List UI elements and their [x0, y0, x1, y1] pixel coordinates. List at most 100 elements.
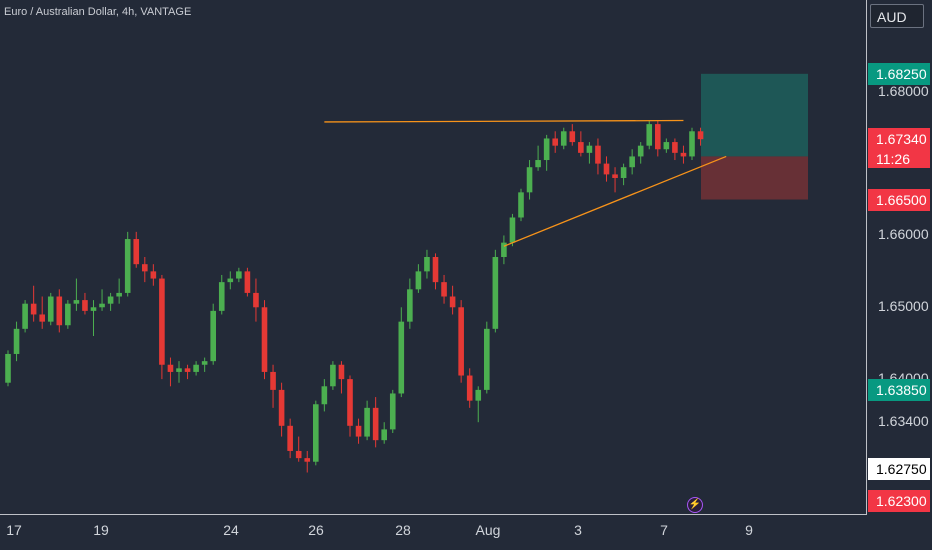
candle-body — [381, 429, 387, 441]
candle-body — [560, 131, 567, 146]
candle — [218, 274, 225, 315]
price-tag-label: 1.62750 — [876, 460, 927, 477]
candle — [535, 145, 541, 171]
candle — [560, 127, 567, 150]
candle — [364, 400, 370, 441]
candle — [543, 134, 550, 171]
candle — [526, 160, 533, 200]
candle-body — [424, 257, 430, 272]
candle-body — [586, 145, 593, 153]
candle — [663, 138, 670, 153]
candle-body — [39, 314, 45, 322]
candle — [321, 379, 328, 412]
candle-body — [680, 152, 687, 157]
candle-body — [278, 389, 285, 426]
candle — [116, 278, 122, 304]
risk-reward-tool[interactable] — [701, 73, 808, 200]
candle-body — [518, 192, 524, 218]
price-tag-label: 1.66500 — [876, 191, 927, 208]
candle-body — [637, 145, 644, 157]
candle-body — [321, 386, 328, 405]
candle-body — [99, 303, 105, 308]
candle — [680, 145, 687, 164]
candle-body — [184, 368, 191, 372]
candle-body — [432, 257, 439, 283]
price-tag-label: 1.67340 — [876, 131, 927, 148]
candle — [646, 120, 653, 150]
candle-body — [313, 404, 319, 462]
candle — [552, 131, 558, 153]
candle — [492, 249, 499, 333]
candle — [82, 292, 88, 315]
price-chart[interactable] — [0, 0, 866, 514]
candle — [569, 124, 576, 146]
time-tick: 17 — [6, 522, 22, 538]
candle-body — [338, 364, 345, 380]
currency-selector[interactable]: AUD — [870, 4, 924, 28]
candle-body — [330, 364, 336, 387]
candle-body — [372, 407, 379, 441]
candle-body — [124, 239, 131, 293]
candle-body — [295, 450, 302, 459]
candle — [347, 375, 353, 437]
candle-body — [458, 307, 464, 376]
candle-body — [655, 124, 661, 150]
candle — [389, 389, 396, 433]
candle-body — [347, 379, 353, 426]
candle-body — [150, 271, 157, 279]
candle-body — [398, 321, 405, 394]
candle-body — [415, 271, 422, 290]
candle — [578, 131, 584, 157]
resistance-line — [324, 119, 684, 123]
candle-body — [449, 296, 456, 308]
time-tick: 9 — [745, 522, 753, 538]
candle — [629, 149, 635, 175]
time-tick: 7 — [660, 522, 668, 538]
candle — [201, 357, 208, 372]
candle — [227, 271, 234, 290]
candle — [56, 289, 63, 333]
candle-body — [578, 142, 584, 153]
candle-body — [22, 303, 28, 329]
candle — [372, 397, 379, 448]
candle — [313, 400, 319, 466]
candle-body — [142, 264, 148, 272]
candle — [39, 296, 45, 329]
candle-body — [697, 131, 704, 140]
candle — [509, 213, 516, 247]
candle — [458, 300, 464, 383]
candle — [697, 127, 704, 146]
candle — [655, 120, 661, 157]
candle — [672, 138, 678, 161]
countdown-label: 11:26 — [876, 151, 910, 168]
candle-body — [82, 300, 88, 311]
candle — [30, 285, 37, 322]
candle-body — [47, 296, 54, 322]
candle — [424, 249, 430, 279]
candle-body — [552, 138, 558, 146]
candle — [150, 264, 157, 286]
price-tick: 1.63400 — [878, 413, 929, 430]
candle-body — [304, 458, 311, 462]
candle — [407, 278, 413, 329]
candle — [586, 142, 593, 164]
price-tag-label: 1.68250 — [876, 65, 927, 82]
candle — [398, 307, 405, 398]
candle — [475, 386, 482, 423]
candle — [270, 364, 276, 408]
trendlines[interactable] — [324, 119, 727, 247]
candle-body — [526, 167, 533, 193]
target-zone — [701, 73, 808, 157]
candle-body — [30, 303, 37, 315]
candle — [501, 235, 507, 265]
candle — [441, 274, 447, 304]
candle-body — [484, 328, 490, 390]
candle — [330, 361, 336, 390]
candle — [415, 264, 422, 293]
candle-body — [689, 131, 695, 157]
candle — [261, 300, 268, 380]
lightning-icon[interactable]: ⚡ — [687, 497, 703, 513]
candle — [338, 361, 345, 394]
time-tick: 19 — [93, 522, 109, 538]
candle — [176, 361, 182, 383]
